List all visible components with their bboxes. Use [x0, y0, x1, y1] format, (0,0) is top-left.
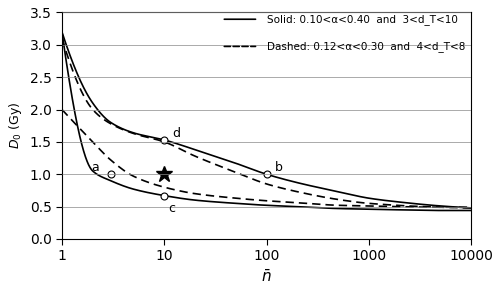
- Text: Solid: 0.10<α<0.40  and  3<d_T<10: Solid: 0.10<α<0.40 and 3<d_T<10: [266, 14, 458, 25]
- X-axis label: $\bar{n}$: $\bar{n}$: [261, 269, 272, 285]
- Text: a: a: [92, 161, 99, 174]
- Y-axis label: $D_0$ (Gy): $D_0$ (Gy): [7, 102, 24, 149]
- Text: Dashed: 0.12<α<0.30  and  4<d_T<8: Dashed: 0.12<α<0.30 and 4<d_T<8: [266, 41, 465, 52]
- Text: c: c: [168, 202, 175, 215]
- Text: d: d: [172, 127, 180, 140]
- Text: b: b: [275, 161, 282, 174]
